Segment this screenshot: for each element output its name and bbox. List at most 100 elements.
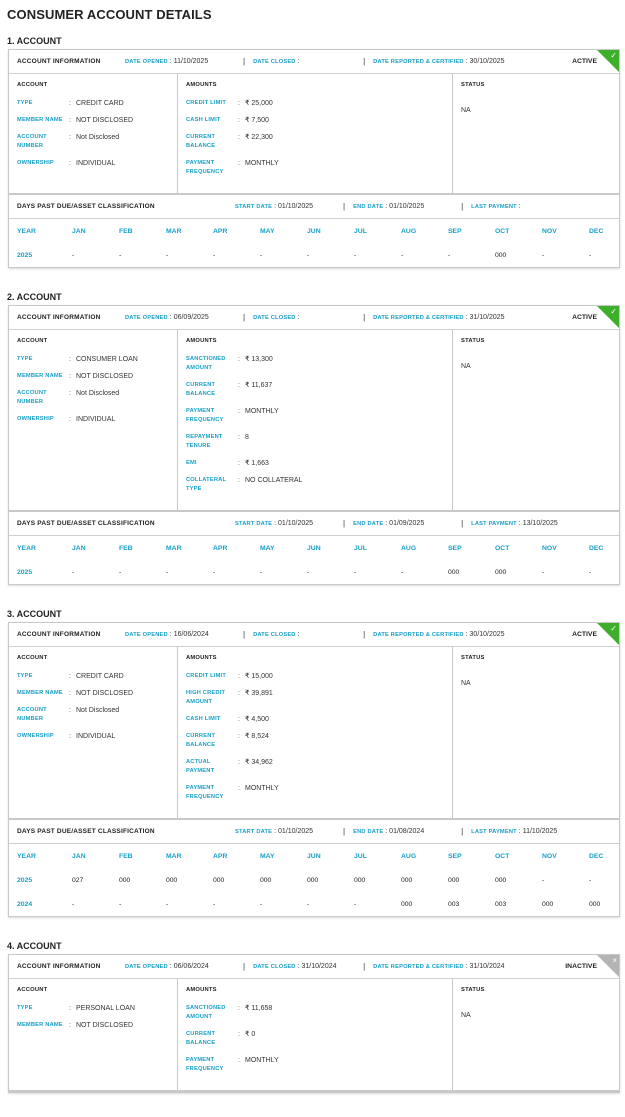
dpd-cell: 000 — [542, 900, 554, 908]
field-value: ₹ 34,962 — [245, 759, 273, 766]
start-date-value: 01/10/2025 — [278, 520, 314, 527]
amounts-right: PAYMENT FREQUENCY: MONTHLY — [186, 784, 312, 810]
amount-field: CURRENT BALANCE: ₹ 8,524 — [186, 732, 319, 750]
amount-field: PAYMENT FREQUENCY: MONTHLY — [186, 407, 312, 425]
account-field: TYPE: CREDIT CARD — [17, 672, 169, 681]
account-field: TYPE: PERSONAL LOAN — [17, 1004, 169, 1013]
year-header: YEAR — [17, 852, 36, 860]
status-value: NA — [461, 107, 471, 114]
dpd-cell: 003 — [448, 900, 460, 908]
account-column-title: ACCOUNT — [17, 987, 48, 993]
dpd-cell: - — [307, 251, 310, 259]
date-reported-value: 31/10/2025 — [469, 314, 505, 321]
field-value: NOT DISCLOSED — [76, 690, 134, 697]
account-section: 3. ACCOUNT ACCOUNT INFORMATION DATE OPEN… — [0, 609, 625, 917]
dpd-cell: - — [72, 568, 75, 576]
amount-field: REPAYMENT TENURE:8 — [186, 433, 312, 451]
colon: : — [69, 356, 71, 363]
colon: : — [238, 134, 240, 141]
dpd-cell: - — [307, 900, 310, 908]
colon: : — [69, 690, 71, 697]
month-header: MAR — [166, 227, 182, 235]
field-label: HIGH CREDIT AMOUNT — [186, 690, 226, 705]
month-header: DEC — [589, 544, 604, 552]
colon: : — [69, 117, 71, 124]
amount-field: COLLATERAL TYPE: NO COLLATERAL — [186, 476, 312, 494]
field-label: PAYMENT FREQUENCY — [186, 160, 224, 175]
account-card: ACCOUNT INFORMATION DATE OPENED : 16/06/… — [8, 622, 620, 917]
field-value: NOT DISCLOSED — [76, 1022, 134, 1029]
colon: : — [238, 356, 240, 363]
field-label: PAYMENT FREQUENCY — [186, 1057, 224, 1072]
amount-field: CURRENT BALANCE: ₹ 22,300 — [186, 133, 319, 151]
field-label: TYPE — [17, 100, 33, 106]
field-value: Not Disclosed — [76, 390, 120, 397]
date-reported-value: 30/10/2025 — [469, 58, 505, 65]
field-value: NO COLLATERAL — [245, 477, 303, 484]
dpd-title: DAYS PAST DUE/ASSET CLASSIFICATION — [17, 203, 155, 210]
dpd-cell: - — [213, 900, 216, 908]
account-column-title: ACCOUNT — [17, 655, 48, 661]
dpd-cell: - — [448, 251, 451, 259]
field-label: OWNERSHIP — [17, 416, 54, 422]
year-cell: 2025 — [17, 876, 33, 884]
amount-field: HIGH CREDIT AMOUNT: ₹ 39,891 — [186, 689, 319, 707]
colon: : — [69, 160, 71, 167]
field-value: ₹ 8,524 — [245, 733, 269, 740]
colon: : — [238, 716, 240, 723]
amounts-left: SANCTIONED AMOUNT: ₹ 13,300 CURRENT BALANC… — [186, 355, 319, 407]
dpd-cell: - — [260, 568, 263, 576]
field-value: ₹ 13,300 — [245, 356, 273, 363]
field-value: CREDIT CARD — [76, 673, 124, 680]
field-label: OWNERSHIP — [17, 160, 54, 166]
field-label: PAYMENT FREQUENCY — [186, 785, 224, 800]
field-value: MONTHLY — [245, 160, 279, 167]
status-corner — [597, 306, 619, 328]
month-header: MAY — [260, 227, 275, 235]
account-heading: 1. ACCOUNT — [7, 36, 62, 46]
year-header: YEAR — [17, 544, 36, 552]
month-header: OCT — [495, 852, 510, 860]
field-value: MONTHLY — [245, 1057, 279, 1064]
amount-field: SANCTIONED AMOUNT: ₹ 13,300 — [186, 355, 319, 373]
month-header: DEC — [589, 227, 604, 235]
dpd-cell: - — [589, 251, 592, 259]
dpd-cell: - — [119, 251, 122, 259]
month-header: FEB — [119, 544, 133, 552]
account-body: ACCOUNT TYPE: CREDIT CARD MEMBER NAME: NOT … — [9, 74, 619, 195]
dpd-header: DAYS PAST DUE/ASSET CLASSIFICATION START… — [9, 820, 619, 844]
dpd-cell: 000 — [119, 876, 131, 884]
field-value: CREDIT CARD — [76, 100, 124, 107]
colon: : — [238, 477, 240, 484]
account-field: TYPE: CREDIT CARD — [17, 99, 169, 108]
dpd-cell: - — [589, 876, 592, 884]
date-reported-value: 31/10/2024 — [469, 963, 505, 970]
amount-field: ACTUAL PAYMENT: ₹ 34,962 — [186, 758, 319, 776]
month-header: MAY — [260, 852, 275, 860]
dpd-table: YEAR JAN FEB MAR APR MAY JUN JUL AUG SEP OCT NOV DE… — [9, 536, 619, 584]
field-value: ₹ 7,500 — [245, 117, 269, 124]
dpd-cell: 000 — [448, 876, 460, 884]
account-column-title: ACCOUNT — [17, 338, 48, 344]
dpd-cell: - — [166, 251, 169, 259]
month-header: JUL — [354, 227, 367, 235]
end-date-value: 01/10/2025 — [389, 203, 425, 210]
field-value: PERSONAL LOAN — [76, 1005, 135, 1012]
date-reported-value: 30/10/2025 — [469, 631, 505, 638]
status-corner — [597, 955, 619, 977]
account-column: ACCOUNT TYPE: PERSONAL LOAN MEMBER NAME: NO… — [9, 979, 178, 1090]
month-header: NOV — [542, 852, 557, 860]
month-header: AUG — [401, 852, 417, 860]
account-info-header: ACCOUNT INFORMATION DATE OPENED : 06/09/… — [9, 306, 619, 330]
colon: : — [238, 434, 240, 441]
amounts-left: CREDIT LIMIT: ₹ 25,000 CASH LIMIT: ₹ 7,500 C… — [186, 99, 319, 159]
account-column: ACCOUNT TYPE: CONSUMER LOAN MEMBER NAME: NO… — [9, 330, 178, 510]
date-opened-label: DATE OPENED — [125, 58, 168, 65]
month-header: JUN — [307, 227, 321, 235]
dpd-cell: - — [542, 876, 545, 884]
month-header: MAR — [166, 544, 182, 552]
amounts-column: AMOUNTS CREDIT LIMIT: ₹ 25,000 CASH LIMIT:… — [178, 74, 453, 193]
field-label: EMI — [186, 460, 197, 466]
dpd-table: YEAR JAN FEB MAR APR MAY JUN JUL AUG SEP OCT NOV DE… — [9, 844, 619, 916]
field-value: CONSUMER LOAN — [76, 356, 138, 363]
